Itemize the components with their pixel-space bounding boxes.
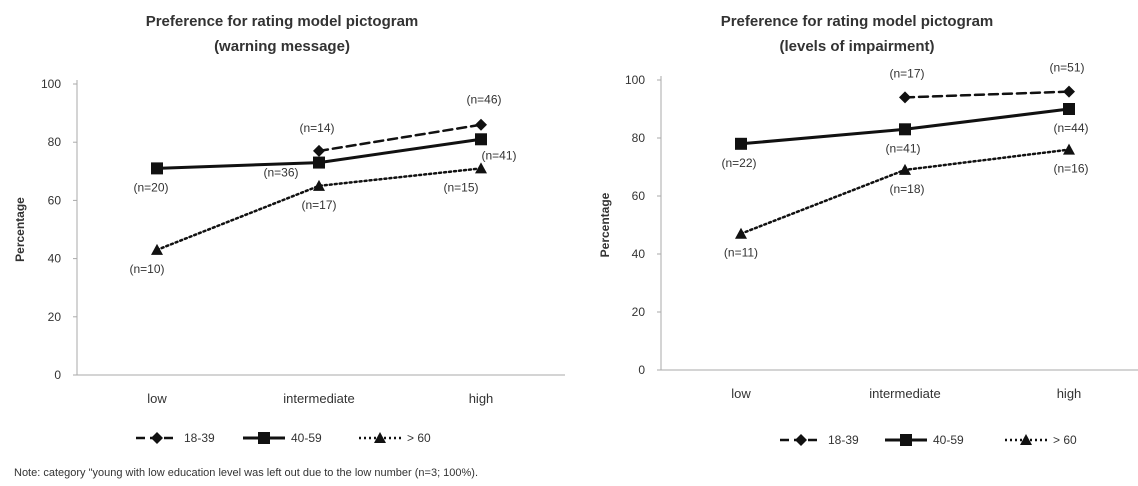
- legend-label: 40-59: [291, 431, 322, 445]
- y-tick-label: 80: [48, 135, 62, 149]
- legend-marker: [151, 432, 163, 444]
- data-point-marker: [899, 91, 911, 104]
- data-point-marker: [151, 243, 163, 255]
- legend-label: 18-39: [828, 433, 859, 447]
- series-line-1839: [903, 90, 1071, 99]
- series-line-1839: [317, 123, 483, 153]
- chart-title-line-2: (warning message): [214, 38, 350, 55]
- legend-marker: [1020, 434, 1032, 445]
- data-point-marker: [1063, 103, 1075, 115]
- data-label: (n=41): [885, 141, 920, 155]
- legend-label: 18-39: [184, 431, 215, 445]
- data-point-marker: [475, 118, 487, 131]
- chart-2: Preference for rating model pictogram (le…: [598, 13, 1138, 447]
- chart-title-line-1: Preference for rating model pictogram: [721, 13, 994, 30]
- data-point-marker: [313, 156, 325, 169]
- y-tick-label: 60: [48, 193, 62, 207]
- data-label: (n=36): [263, 166, 298, 180]
- data-label: (n=22): [721, 156, 756, 170]
- legend-label: 40-59: [933, 433, 964, 447]
- legend-marker: [900, 434, 912, 446]
- data-label: (n=41): [481, 148, 516, 162]
- data-point-marker: [899, 123, 911, 136]
- data-point-marker: [899, 163, 911, 175]
- data-point-marker: [151, 162, 163, 175]
- data-point-marker: [313, 179, 325, 191]
- data-label: (n=46): [466, 93, 501, 107]
- x-category-label: high: [469, 391, 494, 406]
- legend-marker: [258, 432, 270, 444]
- data-label: (n=15): [443, 180, 478, 194]
- y-tick-label: 20: [48, 310, 62, 324]
- data-label: (n=17): [889, 66, 924, 80]
- y-tick-label: 60: [632, 189, 646, 203]
- y-tick-label: 40: [48, 252, 62, 266]
- data-point-marker: [1063, 85, 1075, 98]
- data-label: (n=18): [889, 182, 924, 196]
- y-axis-label: Percentage: [598, 192, 612, 257]
- data-label: (n=16): [1053, 162, 1088, 176]
- data-label: (n=17): [301, 198, 336, 212]
- y-tick-label: 0: [54, 368, 61, 382]
- chart-title-line-2: (levels of impairment): [779, 38, 934, 55]
- data-label: (n=14): [299, 121, 334, 135]
- y-tick-label: 100: [41, 77, 61, 91]
- data-point-marker: [313, 144, 325, 157]
- chart-1: Preference for rating model pictogram (wa…: [13, 13, 565, 445]
- data-point-marker: [475, 162, 487, 174]
- legend-marker: [795, 434, 807, 446]
- data-label: (n=11): [724, 246, 758, 260]
- data-point-marker: [735, 137, 747, 150]
- x-category-label: low: [731, 386, 751, 401]
- x-category-label: intermediate: [869, 386, 941, 401]
- chart-title-line-1: Preference for rating model pictogram: [146, 13, 419, 30]
- data-label: (n=10): [129, 262, 164, 276]
- y-tick-label: 40: [632, 247, 646, 261]
- y-tick-label: 0: [638, 363, 645, 377]
- y-tick-label: 100: [625, 73, 645, 87]
- data-label: (n=20): [133, 180, 168, 194]
- y-tick-label: 80: [632, 131, 646, 145]
- x-category-label: high: [1057, 386, 1082, 401]
- data-point-marker: [735, 227, 747, 239]
- x-category-label: low: [147, 391, 167, 406]
- legend-marker: [374, 432, 386, 443]
- legend-label: > 60: [407, 431, 431, 445]
- legend-label: > 60: [1053, 433, 1077, 447]
- y-tick-label: 20: [632, 305, 646, 319]
- data-label: (n=44): [1053, 121, 1088, 135]
- x-category-label: intermediate: [283, 391, 355, 406]
- y-axis-label: Percentage: [13, 197, 27, 262]
- data-point-marker: [475, 133, 487, 146]
- data-point-marker: [1063, 143, 1075, 155]
- data-label: (n=51): [1049, 61, 1084, 75]
- footnote: Note: category "young with low education…: [14, 467, 479, 479]
